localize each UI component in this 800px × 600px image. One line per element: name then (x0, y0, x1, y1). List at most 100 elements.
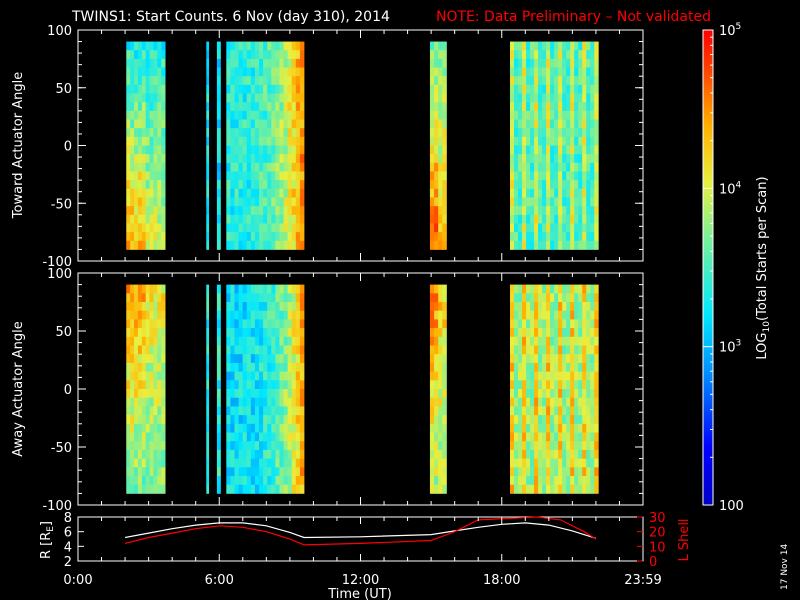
heatmap-cell (149, 284, 154, 294)
heatmap-cell (574, 293, 579, 303)
heatmap-cell (161, 41, 166, 51)
heatmap-cell (509, 76, 515, 86)
heatmap-cell (586, 345, 591, 355)
heatmap-cell (442, 397, 447, 407)
heatmap-cell (530, 432, 535, 442)
heatmap-cell (134, 389, 139, 399)
heatmap-cell (161, 76, 166, 86)
heatmap-cell (287, 41, 293, 51)
heatmap-cell (509, 406, 515, 416)
heatmap-cell (546, 110, 551, 120)
heatmap-cell (254, 102, 260, 112)
heatmap-cell (263, 76, 268, 86)
heatmap-cell (267, 110, 272, 120)
heatmap-cell (254, 467, 260, 477)
heatmap-cell (530, 84, 535, 94)
heatmap-cell (137, 362, 143, 372)
heatmap-cell (161, 415, 166, 425)
heatmap-cell (242, 188, 248, 198)
heatmap-cell (538, 467, 543, 477)
heatmap-cell (582, 50, 587, 60)
heatmap-cell (226, 84, 231, 94)
heatmap-cell (566, 354, 571, 364)
heatmap-cell (542, 389, 547, 399)
heatmap-cell (234, 76, 239, 86)
heatmap-cell (514, 302, 519, 312)
heatmap-cell (242, 232, 248, 242)
heatmap-cell (283, 171, 289, 181)
heatmap-cell (271, 406, 276, 416)
heatmap-cell (226, 319, 231, 329)
heatmap-cell (429, 223, 435, 233)
heatmap-cell (291, 41, 297, 51)
heatmap-cell (594, 93, 599, 103)
heatmap-cell (562, 397, 567, 407)
heatmap-cell (291, 484, 297, 494)
heatmap-cell (238, 145, 244, 155)
x-tick-label: 12:00 (342, 573, 379, 588)
heatmap-cell (279, 441, 284, 451)
heatmap-cell (275, 371, 280, 381)
heatmap-cell (126, 354, 131, 364)
heatmap-cell (570, 476, 575, 486)
heatmap-cell (283, 432, 289, 442)
heatmap-cell (246, 232, 252, 242)
heatmap-cell (542, 84, 547, 94)
heatmap-cell (558, 102, 563, 112)
heatmap-cell (578, 154, 583, 164)
heatmap-cell (538, 180, 543, 190)
heatmap-cell (546, 380, 551, 390)
heatmap-cell (434, 162, 439, 172)
heatmap-cell (216, 458, 221, 468)
heatmap-cell (234, 284, 239, 294)
heatmap-cell (574, 319, 579, 329)
heatmap-block (126, 284, 166, 494)
heatmap-cell (566, 467, 571, 477)
heatmap-cell (295, 441, 301, 451)
heatmap-cell (509, 171, 515, 181)
heatmap-cell (526, 67, 531, 77)
heatmap-cell (578, 58, 583, 68)
heatmap-cell (246, 415, 252, 425)
heatmap-cell (259, 354, 264, 364)
heatmap-cell (130, 380, 135, 390)
heatmap-cell (550, 345, 555, 355)
heatmap-cell (287, 58, 293, 68)
heatmap-cell (566, 214, 571, 224)
heatmap-cell (299, 293, 305, 303)
heatmap-cell (271, 102, 276, 112)
heatmap-cell (546, 206, 551, 216)
heatmap-cell (157, 232, 162, 242)
heatmap-cell (287, 371, 293, 381)
heatmap-cell (137, 50, 143, 60)
heatmap-cell (149, 67, 154, 77)
heatmap-cell (530, 310, 535, 320)
heatmap-cell (554, 441, 559, 451)
heatmap-cell (566, 328, 571, 338)
heatmap-cell (534, 345, 539, 355)
heatmap-cell (530, 467, 535, 477)
heatmap-cell (570, 319, 575, 329)
heatmap-cell (295, 362, 301, 372)
heatmap-cell (226, 154, 231, 164)
heatmap-cell (254, 206, 260, 216)
heatmap-cell (130, 171, 135, 181)
heatmap-cell (267, 93, 272, 103)
heatmap-cell (149, 406, 154, 416)
heatmap-cell (550, 293, 555, 303)
heatmap-cell (522, 354, 527, 364)
heatmap-cell (558, 180, 563, 190)
heatmap-cell (271, 41, 276, 51)
heatmap-cell (141, 362, 147, 372)
heatmap-cell (216, 223, 221, 233)
heatmap-cell (242, 180, 248, 190)
heatmap-cell (594, 180, 599, 190)
heatmap-cell (216, 354, 221, 364)
heatmap-cell (522, 371, 527, 381)
heatmap-cell (574, 188, 579, 198)
heatmap-cell (562, 214, 567, 224)
heatmap-cell (558, 432, 563, 442)
heatmap-cell (514, 484, 519, 494)
heatmap-cell (570, 293, 575, 303)
heatmap-cell (279, 406, 284, 416)
